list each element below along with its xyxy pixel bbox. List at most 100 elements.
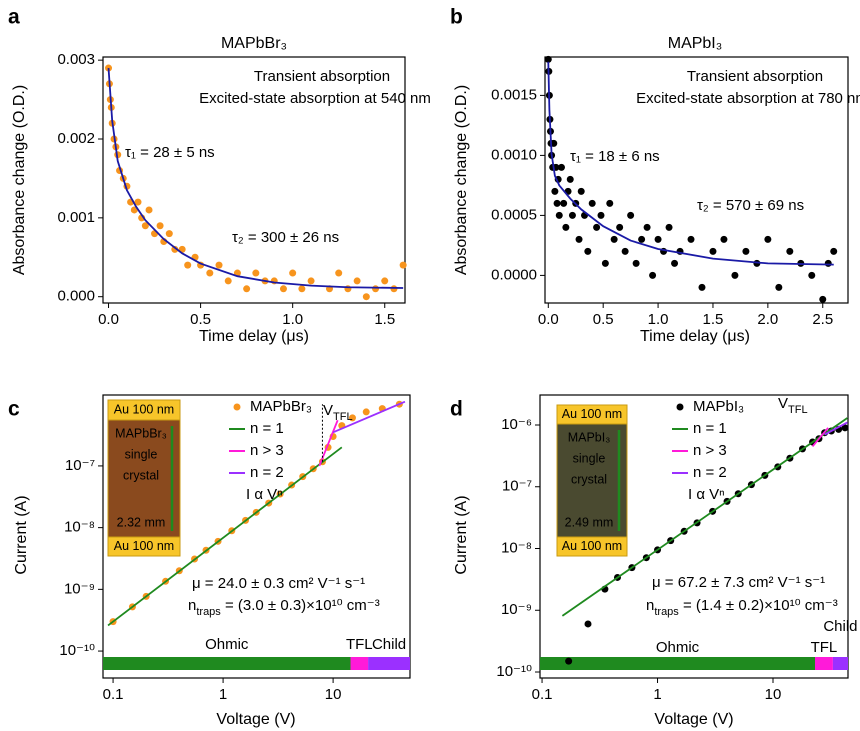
fit-line (547, 61, 834, 266)
y-tick-label: 10⁻⁷ (502, 478, 532, 495)
data-point (709, 247, 717, 255)
x-axis-label: Voltage (V) (216, 711, 295, 728)
annotation: τ₁ = 18 ± 6 ns (570, 148, 660, 165)
data-point (105, 64, 113, 72)
region-bar (350, 657, 369, 670)
fit-line (561, 417, 848, 617)
legend-label: n = 2 (250, 464, 284, 481)
x-tick-label: 1.5 (374, 311, 395, 328)
data-point (279, 285, 287, 293)
region-label: Ohmic (205, 636, 249, 653)
annotation: τ₁ = 28 ± 5 ns (125, 144, 215, 161)
data-point (362, 293, 370, 301)
panel-label: c (8, 398, 20, 421)
plot-frame (102, 394, 411, 679)
data-point (134, 198, 142, 206)
y-tick-label: 10⁻⁸ (501, 539, 532, 556)
region-label: Ohmic (656, 639, 700, 656)
plot-frame (102, 56, 406, 304)
y-tick-label: 10⁻⁹ (501, 601, 532, 618)
fit-line (332, 400, 406, 434)
inset-crystal (556, 423, 628, 538)
annotation-part: n (188, 597, 196, 614)
data-point (555, 211, 563, 219)
data-point (577, 187, 585, 195)
panel-label: b (450, 6, 463, 29)
panel-label: d (450, 398, 463, 421)
annotation: μ = 24.0 ± 0.3 cm² V⁻¹ s⁻¹ (192, 575, 365, 592)
annotation-part: TFL (788, 404, 808, 416)
data-point (786, 247, 794, 255)
data-point (298, 285, 306, 293)
annotation-part: n (646, 597, 654, 614)
data-point (551, 187, 559, 195)
region-bar (815, 657, 833, 670)
x-axis-label: Time delay (μs) (199, 328, 309, 345)
data-point (665, 223, 673, 231)
annotation-part: = (3.0 ± 0.3)×10¹⁰ cm⁻³ (221, 597, 380, 614)
x-axis-label: Time delay (μs) (640, 328, 750, 345)
data-point (372, 285, 380, 293)
annotation: Excited-state absorption at 540 nm (199, 90, 431, 107)
fit-line (318, 419, 339, 467)
data-point (575, 235, 583, 243)
annotation: τ₂ = 300 ± 26 ns (232, 229, 339, 246)
annotation: I α Vⁿ (688, 486, 725, 503)
data-point (562, 223, 570, 231)
annotation: ntraps = (1.4 ± 0.2)×10¹⁰ cm⁻³ (646, 597, 838, 618)
data-point (252, 269, 260, 277)
annotation-part: traps (196, 606, 221, 618)
region-label: TFL (811, 639, 838, 656)
region-bar (832, 657, 848, 670)
fit-line (824, 421, 848, 436)
data-point (156, 222, 164, 230)
inset-label: Au 100 nm (114, 402, 174, 416)
x-tick-label: 1.0 (282, 311, 303, 328)
y-tick-label: 10⁻⁶ (501, 416, 532, 433)
y-tick-label: 0.0005 (491, 206, 537, 223)
data-point (348, 414, 356, 422)
data-point (557, 163, 565, 171)
data-point (165, 230, 173, 238)
x-tick-label: 2.0 (757, 311, 778, 328)
legend-label: n = 1 (693, 420, 727, 437)
y-tick-label: 0.002 (57, 130, 95, 147)
legend-marker (676, 403, 684, 411)
data-point (643, 223, 651, 231)
data-point (638, 235, 646, 243)
legend-label: n > 3 (250, 442, 284, 459)
annotation: Excited-state absorption at 780 nm (636, 90, 860, 107)
data-point (184, 261, 192, 269)
y-tick-label: 0.0000 (491, 266, 537, 283)
data-point (335, 269, 343, 277)
data-point (632, 259, 640, 267)
y-axis-label: Current (A) (453, 495, 470, 574)
x-tick-label: 0.0 (538, 311, 559, 328)
data-point (775, 283, 783, 291)
annotation-part: V (778, 395, 788, 412)
data-point (206, 269, 214, 277)
inset-label: MAPbBr₃ (115, 426, 167, 440)
x-tick-label: 2.5 (812, 311, 833, 328)
annotation: τ₂ = 570 ± 69 ns (697, 197, 804, 214)
chart-title: MAPbI₃ (668, 35, 723, 52)
data-point (553, 199, 561, 207)
data-point (565, 657, 573, 665)
data-point (654, 235, 662, 243)
data-point (243, 285, 251, 293)
x-tick-label: 0.1 (532, 686, 553, 703)
inset-electrode (556, 536, 628, 557)
annotation: VTFL (778, 395, 808, 416)
inset-label: Au 100 nm (562, 407, 622, 421)
x-tick-label: 10 (765, 686, 782, 703)
region-label: TFL (346, 636, 373, 653)
y-tick-label: 10⁻¹⁰ (496, 663, 532, 680)
y-axis-label: Current (A) (13, 495, 30, 574)
region-label: Child (823, 618, 857, 635)
data-point (597, 211, 605, 219)
annotation-part: TFL (333, 411, 353, 423)
x-tick-label: 1 (653, 686, 661, 703)
data-point (568, 211, 576, 219)
annotation-part: traps (654, 606, 679, 618)
data-point (307, 277, 315, 285)
